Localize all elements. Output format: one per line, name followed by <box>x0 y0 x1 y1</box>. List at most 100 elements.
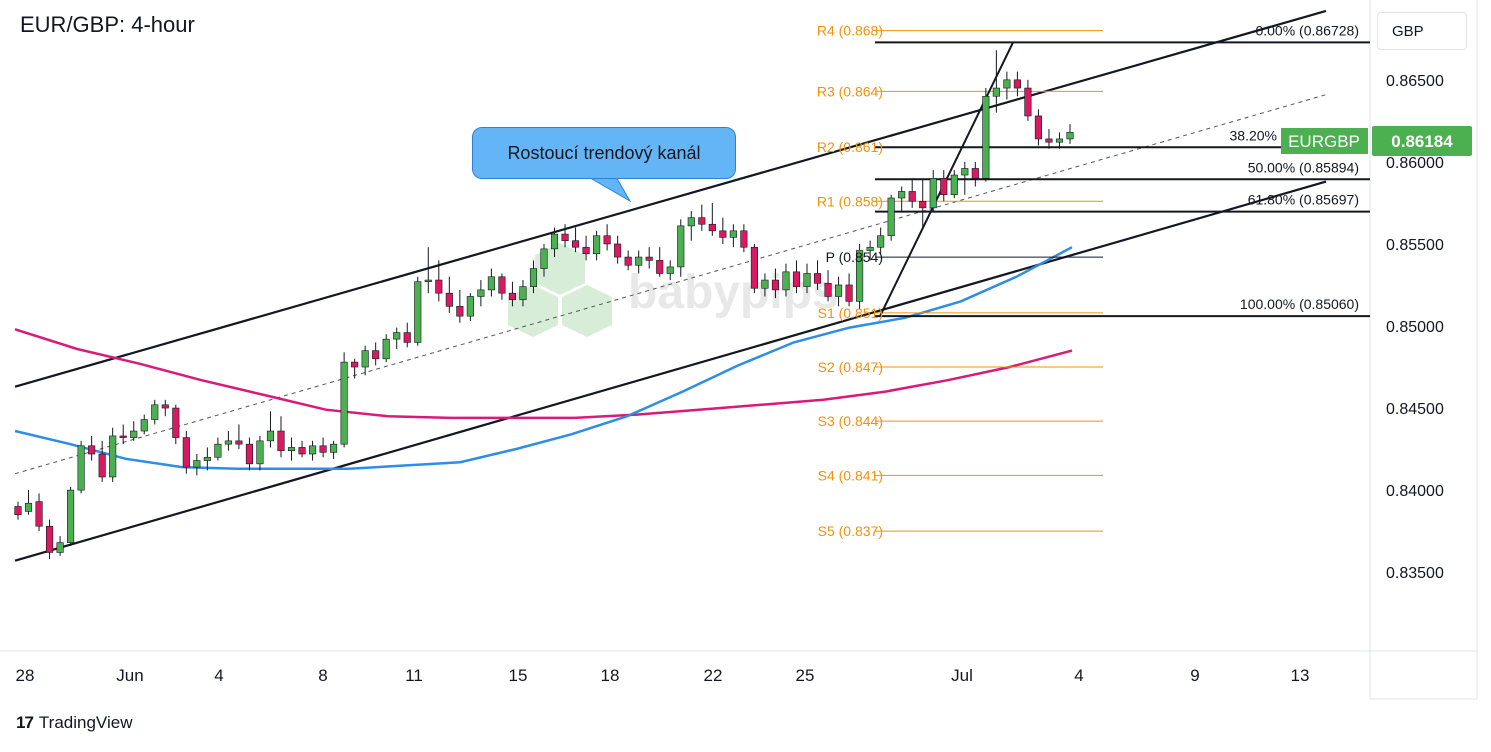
last-price-tag: EURGBP 0.86184 <box>1281 126 1472 156</box>
candle-body <box>277 430 285 452</box>
channel-callout: Rostoucí trendový kanál <box>472 127 736 179</box>
candle <box>109 427 117 482</box>
candle <box>1066 124 1074 144</box>
candle <box>245 437 254 471</box>
x-tick-label: Jul <box>951 666 973 685</box>
candle-body <box>856 250 864 302</box>
slow-moving-average-line <box>14 328 1073 420</box>
x-tick-label: 25 <box>796 666 815 685</box>
channel-mid-line <box>14 94 1327 475</box>
candle <box>1024 79 1032 121</box>
candle-body <box>561 233 569 241</box>
candle-body <box>498 276 506 294</box>
candle-body <box>140 419 148 432</box>
pivot-level-label: S4 (0.841) <box>818 467 883 483</box>
candle-body <box>372 350 380 360</box>
pivot-level-label: S3 (0.844) <box>818 413 883 429</box>
candle <box>571 227 580 253</box>
candle <box>508 281 517 307</box>
candle-body <box>256 440 264 465</box>
candle <box>740 224 748 253</box>
candle <box>982 88 990 182</box>
candle-body <box>740 230 748 248</box>
candle-body <box>519 286 527 301</box>
candle <box>330 440 338 459</box>
candle-body <box>361 350 369 368</box>
pivot-level-label: S1 (0.851) <box>818 305 883 321</box>
candle <box>203 447 211 471</box>
candle-body <box>224 440 232 445</box>
candle <box>687 211 695 241</box>
candle-body <box>1055 138 1064 143</box>
candle-body <box>477 289 485 297</box>
candle-body <box>750 246 758 289</box>
price-tag <box>1372 126 1472 156</box>
candle <box>635 250 643 274</box>
candle <box>529 260 538 294</box>
candle <box>971 161 979 187</box>
candle <box>1034 109 1043 146</box>
candle <box>624 250 632 271</box>
pivot-level-label: P (0.854) <box>826 249 883 265</box>
candle-body <box>729 230 737 238</box>
candle <box>550 227 559 258</box>
candle <box>24 490 33 515</box>
pivot-level-label: R4 (0.868) <box>817 23 883 39</box>
candle <box>414 276 422 346</box>
candle-body <box>761 279 769 289</box>
candle-body <box>161 404 169 409</box>
x-tick-label: 28 <box>16 666 35 685</box>
candle-body <box>308 445 317 455</box>
candle-body <box>898 191 906 199</box>
x-tick-label: 8 <box>318 666 327 685</box>
candle-body <box>14 506 22 516</box>
candle-body <box>456 306 464 317</box>
candle-body <box>319 445 327 453</box>
candle-body <box>982 95 990 179</box>
candle <box>393 327 401 349</box>
candle <box>603 224 611 251</box>
candle <box>666 260 674 281</box>
chart-title: EUR/GBP: 4-hour <box>20 12 195 37</box>
fibonacci-level-label: 100.00% (0.85060) <box>1240 296 1359 312</box>
symbol-tag-label: EURGBP <box>1288 132 1360 151</box>
candle <box>708 202 716 236</box>
candle <box>308 440 317 461</box>
candle <box>435 260 443 302</box>
candle-body <box>172 407 180 438</box>
x-tick-label: Jun <box>116 666 143 685</box>
candle-body <box>824 283 832 297</box>
candle <box>172 404 180 445</box>
candle-body <box>771 279 780 291</box>
candle <box>992 50 1000 113</box>
pivot-level-label: S5 (0.837) <box>818 523 883 539</box>
candle-body <box>992 87 1000 97</box>
candle <box>424 247 432 294</box>
candle-body <box>687 217 695 227</box>
candle <box>866 240 874 261</box>
brand-name: TradingView <box>38 713 133 732</box>
x-tick-label: 4 <box>214 666 223 685</box>
candle <box>698 204 706 231</box>
candle <box>750 243 758 294</box>
candle-body <box>424 279 432 282</box>
candle-body <box>677 225 685 268</box>
pivot-level-label: S2 (0.847) <box>818 359 883 375</box>
x-tick-label: 22 <box>704 666 723 685</box>
candle-body <box>887 197 895 237</box>
currency-selector[interactable]: GBP <box>1377 12 1467 50</box>
candle-body <box>782 271 790 291</box>
candle <box>214 437 222 461</box>
candle <box>67 486 75 546</box>
tradingview-logo-icon: 17 <box>16 713 34 732</box>
candle <box>593 230 601 261</box>
candle <box>77 440 85 494</box>
candle <box>35 493 43 532</box>
candle <box>193 454 201 476</box>
candle <box>582 235 590 261</box>
candle <box>1055 132 1064 149</box>
candle-body <box>792 271 801 287</box>
x-tick-label: 18 <box>601 666 620 685</box>
candle <box>161 399 169 417</box>
